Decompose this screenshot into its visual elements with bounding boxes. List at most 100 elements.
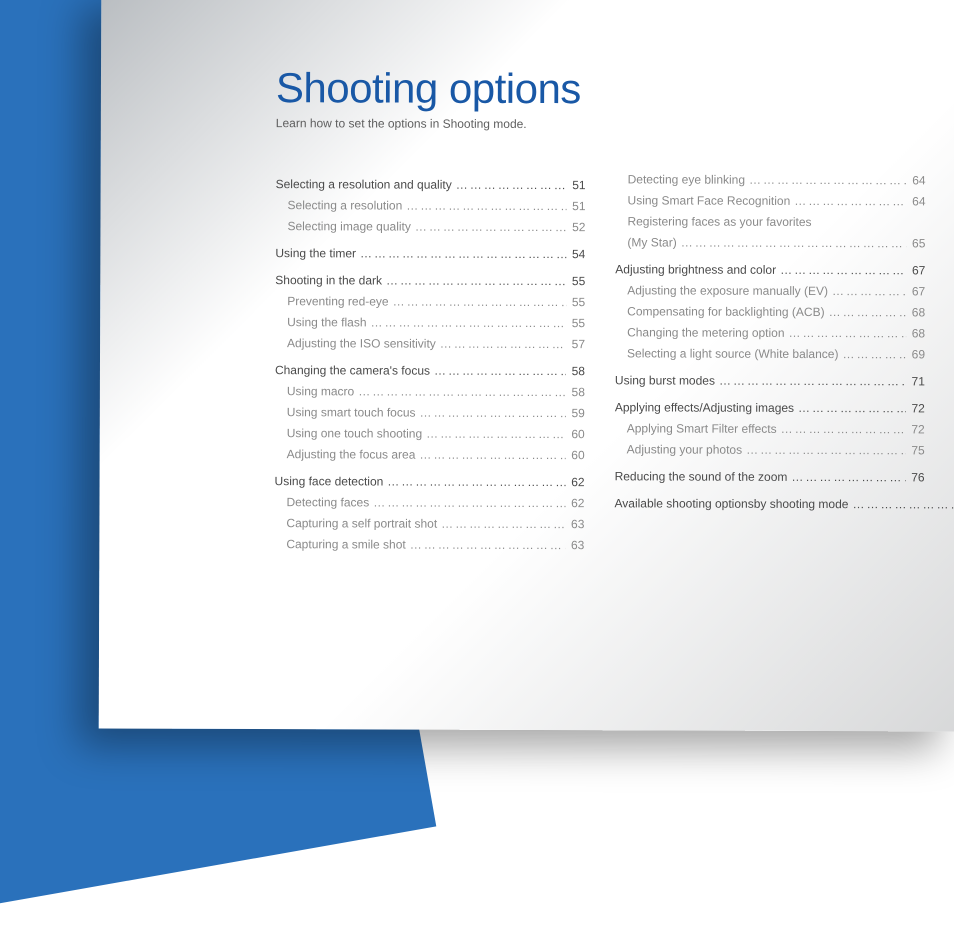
toc-entry[interactable]: Using one touch shooting…………………………………………… bbox=[275, 423, 585, 445]
toc-entry[interactable]: Applying effects/Adjusting images…………………… bbox=[615, 397, 925, 419]
toc-entry[interactable]: Selecting a resolution………………………………………………… bbox=[276, 195, 586, 217]
toc-entry-label: Adjusting the ISO sensitivity bbox=[287, 333, 436, 355]
toc-entry[interactable]: Changing the camera's focus…………………………………… bbox=[275, 360, 585, 382]
toc-leader-dots: ………………………………………………………………………………………………………… bbox=[434, 361, 566, 382]
toc-entry-label: Using Smart Face Recognition bbox=[628, 190, 791, 212]
toc-entry-label: Reducing the sound of the zoom bbox=[615, 466, 788, 488]
toc-entry-page: 69 bbox=[910, 344, 925, 365]
toc-entry[interactable]: Capturing a self portrait shot…………………………… bbox=[274, 513, 584, 535]
toc-entry-page: 63 bbox=[569, 514, 584, 535]
toc-entry-label: Selecting a resolution and quality bbox=[276, 174, 452, 196]
toc-leader-dots: ………………………………………………………………………………………………………… bbox=[798, 398, 905, 419]
toc-entry-label: Using one touch shooting bbox=[287, 423, 423, 444]
toc-leader-dots: ………………………………………………………………………………………………………… bbox=[419, 403, 565, 425]
toc-entry-page: 55 bbox=[570, 313, 585, 334]
toc-entry[interactable]: Capturing a smile shot………………………………………………… bbox=[274, 534, 584, 556]
toc-entry-page: 76 bbox=[909, 467, 924, 488]
toc-entry-label: Changing the camera's focus bbox=[275, 360, 430, 382]
toc-entry[interactable]: Compensating for backlighting (ACB)……………… bbox=[615, 301, 925, 323]
toc-entry-page: 72 bbox=[909, 398, 924, 419]
toc-entry-label: Applying effects/Adjusting images bbox=[615, 397, 794, 419]
toc-entry-page: 60 bbox=[569, 424, 584, 445]
toc-entry-page: 55 bbox=[570, 292, 585, 313]
toc-entry[interactable]: Adjusting the ISO sensitivity……………………………… bbox=[275, 333, 585, 355]
toc-entry[interactable]: Shooting in the dark……………………………………………………… bbox=[275, 270, 585, 292]
toc-entry[interactable]: Using macro……………………………………………………………………………… bbox=[275, 381, 585, 403]
toc-leader-dots: ………………………………………………………………………………………………………… bbox=[426, 424, 565, 445]
toc-entry-label: Detecting faces bbox=[286, 492, 369, 513]
toc-entry-page: 58 bbox=[570, 361, 585, 382]
toc-entry[interactable]: Preventing red-eye…………………………………………………………… bbox=[275, 291, 585, 313]
toc-entry-label: Using the timer bbox=[275, 243, 356, 264]
toc-entry-label: Compensating for backlighting (ACB) bbox=[627, 301, 825, 323]
toc-entry-page: 65 bbox=[910, 233, 925, 254]
toc-entry-label: Capturing a smile shot bbox=[286, 534, 405, 555]
toc-entry[interactable]: Registering faces as your favorites(My S… bbox=[615, 211, 925, 254]
toc-entry-label: Selecting a light source (White balance) bbox=[627, 343, 839, 365]
toc-entry[interactable]: Using Smart Face Recognition………………………………… bbox=[616, 190, 926, 212]
toc-entry-label: Using macro bbox=[287, 381, 354, 402]
toc-leader-dots: ………………………………………………………………………………………………………… bbox=[440, 334, 566, 355]
toc-entry-label: Adjusting the exposure manually (EV) bbox=[627, 280, 828, 302]
toc-leader-dots: ………………………………………………………………………………………………………… bbox=[393, 292, 566, 314]
page-subtitle: Learn how to set the options in Shooting… bbox=[276, 116, 954, 132]
toc-entry[interactable]: Selecting a light source (White balance)… bbox=[615, 343, 925, 365]
toc-entry[interactable]: Reducing the sound of the zoom…………………………… bbox=[615, 466, 925, 488]
toc-entry[interactable]: Applying Smart Filter effects……………………………… bbox=[615, 418, 925, 440]
toc-entry-page: 72 bbox=[909, 419, 924, 440]
toc-entry-label: Preventing red-eye bbox=[287, 291, 388, 312]
toc-entry-label: Applying Smart Filter effects bbox=[627, 418, 777, 440]
toc-leader-dots: ………………………………………………………………………………………………………… bbox=[781, 419, 906, 440]
toc-entry[interactable]: Using burst modes……………………………………………………………… bbox=[615, 370, 925, 392]
toc-entry[interactable]: Using smart touch focus……………………………………………… bbox=[275, 402, 585, 424]
toc-leader-dots: ………………………………………………………………………………………………………… bbox=[681, 233, 906, 255]
toc-entry-label: Using the flash bbox=[287, 312, 366, 333]
toc-entry-page: 58 bbox=[569, 382, 584, 403]
toc-leader-dots: ………………………………………………………………………………………………………… bbox=[406, 196, 566, 218]
toc-entry-label: Shooting in the dark bbox=[275, 270, 382, 291]
toc-entry-label: Selecting image quality bbox=[287, 216, 410, 237]
page-content: Shooting options Learn how to set the op… bbox=[274, 64, 954, 557]
toc-leader-dots: ………………………………………………………………………………………………………… bbox=[780, 260, 906, 281]
toc-entry-label: Registering faces as your favorites bbox=[627, 211, 925, 233]
toc-entry-page: 60 bbox=[569, 445, 584, 466]
toc-entry-page: 57 bbox=[570, 334, 585, 355]
toc-leader-dots: ………………………………………………………………………………………………………… bbox=[386, 270, 566, 292]
toc-entry-page: 54 bbox=[570, 244, 585, 265]
toc-entry-page: 51 bbox=[570, 175, 585, 196]
toc-leader-dots: ………………………………………………………………………………………………………… bbox=[358, 381, 565, 403]
toc-entry[interactable]: Adjusting brightness and color…………………………… bbox=[615, 259, 925, 281]
document-page: Shooting options Learn how to set the op… bbox=[99, 0, 954, 731]
toc-entry-page: 59 bbox=[569, 403, 584, 424]
toc-leader-dots: ………………………………………………………………………………………………………… bbox=[373, 492, 565, 514]
toc-entry-label: Selecting a resolution bbox=[288, 195, 403, 216]
toc-entry-label: Using burst modes bbox=[615, 370, 715, 391]
toc-leader-dots: ………………………………………………………………………………………………………… bbox=[794, 191, 906, 212]
toc-entry-page: 75 bbox=[909, 440, 924, 461]
toc-entry[interactable]: Using face detection……………………………………………………… bbox=[275, 471, 585, 493]
toc-leader-dots: ………………………………………………………………………………………………………… bbox=[789, 323, 906, 344]
toc-entry-page: 68 bbox=[910, 302, 925, 323]
toc-column-right: Detecting eye blinking………………………………………………… bbox=[614, 169, 925, 557]
toc-entry[interactable]: Detecting eye blinking………………………………………………… bbox=[616, 169, 926, 191]
toc-entry-label: Changing the metering option bbox=[627, 322, 785, 344]
toc-entry[interactable]: Adjusting your photos…………………………………………………… bbox=[615, 439, 925, 461]
toc-leader-dots: ………………………………………………………………………………………………………… bbox=[746, 440, 905, 462]
toc-entry[interactable]: Available shooting optionsby shooting mo… bbox=[614, 493, 924, 515]
toc-leader-dots: ………………………………………………………………………………………………………… bbox=[456, 175, 567, 196]
toc-entry[interactable]: Changing the metering option………………………………… bbox=[615, 322, 925, 344]
toc-leader-dots: ………………………………………………………………………………………………………… bbox=[419, 445, 565, 467]
toc-entry[interactable]: Adjusting the exposure manually (EV)…………… bbox=[615, 280, 925, 302]
toc-entry[interactable]: Using the timer…………………………………………………………………… bbox=[275, 243, 585, 265]
page-title: Shooting options bbox=[276, 64, 954, 114]
toc-entry-page: 68 bbox=[910, 323, 925, 344]
toc-entry-page: 63 bbox=[569, 535, 584, 556]
toc-entry[interactable]: Adjusting the focus area…………………………………………… bbox=[275, 444, 585, 466]
toc-entry[interactable]: Using the flash…………………………………………………………………… bbox=[275, 312, 585, 334]
toc-leader-dots: ………………………………………………………………………………………………………… bbox=[387, 472, 565, 494]
toc-entry[interactable]: Detecting faces…………………………………………………………………… bbox=[274, 492, 584, 514]
toc-entry[interactable]: Selecting image quality……………………………………………… bbox=[275, 216, 585, 238]
toc-entry-page: 52 bbox=[570, 217, 585, 238]
toc-entry[interactable]: Selecting a resolution and quality………………… bbox=[276, 174, 586, 196]
toc-entry-page: 64 bbox=[910, 191, 925, 212]
